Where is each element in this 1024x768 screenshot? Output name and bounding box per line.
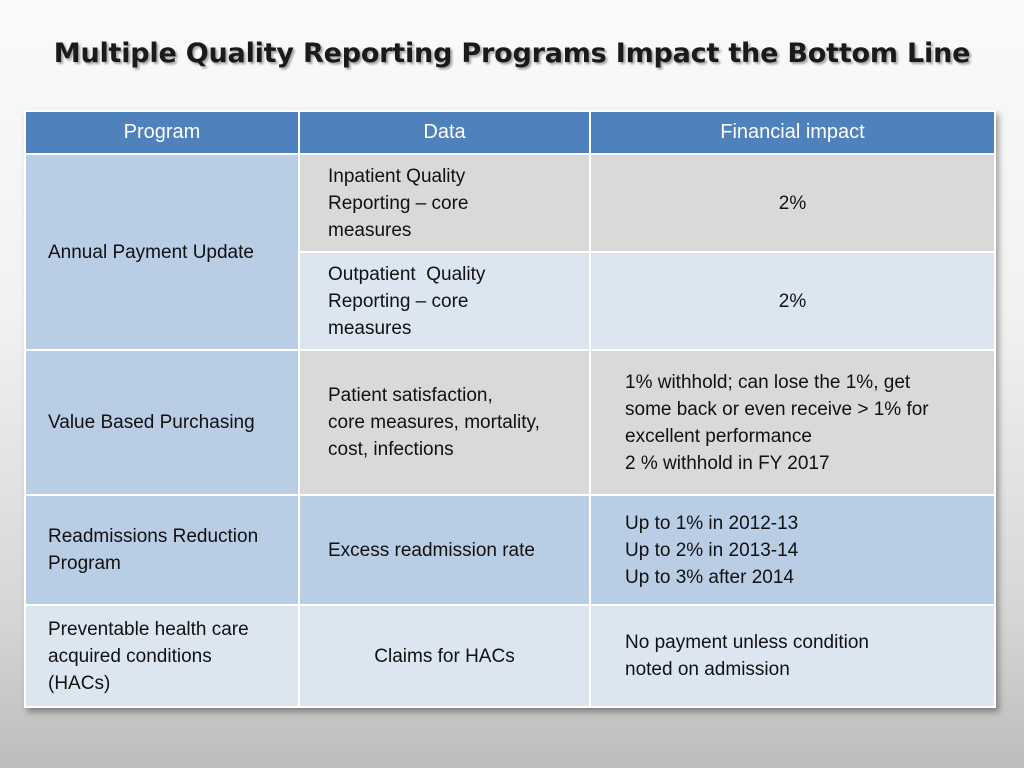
data-cell: Excess readmission rate — [298, 494, 591, 606]
slide-title: Multiple Quality Reporting Programs Impa… — [53, 38, 971, 69]
program-cell: Preventable health care acquired conditi… — [24, 604, 300, 708]
table-row: Value Based Purchasing Patient satisfact… — [24, 349, 996, 496]
table-row: Outpatient Quality Reporting – core meas… — [25, 251, 996, 351]
table-header-row: Program Data Financial impact — [24, 110, 996, 155]
data-cell: Inpatient Quality Reporting – core measu… — [298, 153, 591, 253]
table-row: Readmissions Reduction Program Excess re… — [24, 494, 996, 606]
data-cell: Claims for HACs — [298, 604, 591, 708]
financial-impact-cell: Up to 1% in 2012-13 Up to 2% in 2013-14 … — [589, 494, 996, 606]
financial-impact-cell: No payment unless condition noted on adm… — [589, 604, 996, 708]
financial-impact-cell: 1% withhold; can lose the 1%, get some b… — [589, 349, 996, 496]
header-data: Data — [298, 110, 591, 155]
quality-programs-table: Program Data Financial impact Annual Pay… — [24, 110, 996, 708]
table-row: Preventable health care acquired conditi… — [24, 604, 996, 708]
program-cell: Annual Payment Update — [24, 153, 300, 351]
header-financial-impact: Financial impact — [589, 110, 996, 155]
data-cell: Outpatient Quality Reporting – core meas… — [298, 251, 591, 351]
table-row: Annual Payment Update Inpatient Quality … — [24, 153, 996, 351]
program-cell: Readmissions Reduction Program — [24, 494, 300, 606]
data-cell: Patient satisfaction, core measures, mor… — [298, 349, 591, 496]
financial-impact-cell: 2% — [589, 251, 996, 351]
program-cell: Value Based Purchasing — [24, 349, 300, 496]
header-program: Program — [24, 110, 300, 155]
financial-impact-cell: 2% — [589, 153, 996, 253]
